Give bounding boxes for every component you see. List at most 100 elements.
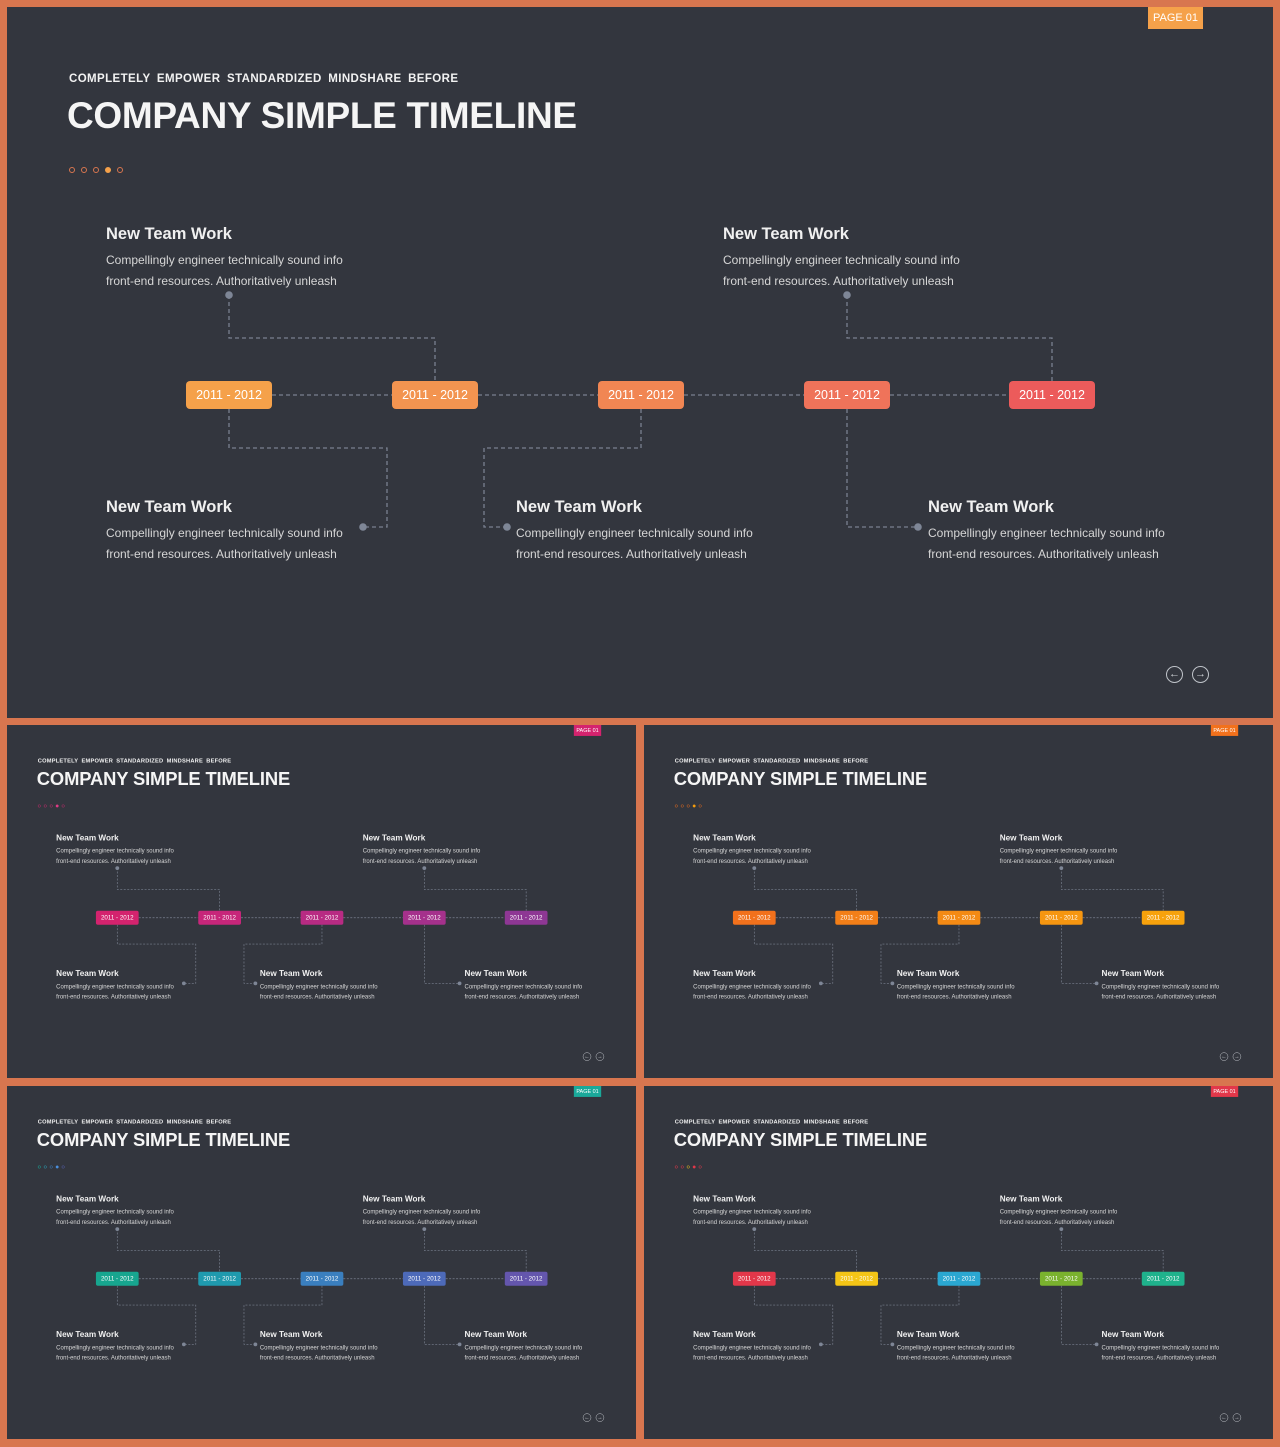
arrow-left-circle-icon[interactable]: ← <box>582 1413 592 1422</box>
year-pill: 2011 - 2012 <box>198 1271 241 1286</box>
slide-subtitle: COMPLETELY EMPOWER STANDARDIZED MINDSHAR… <box>69 73 459 85</box>
slide-thumbnail-teal[interactable]: PAGE 01 COMPLETELY EMPOWER STANDARDIZED … <box>7 1086 636 1439</box>
connector-dot <box>818 981 823 986</box>
entry-description: Compellingly engineer technically sound … <box>1101 982 1220 1001</box>
dot <box>37 804 41 808</box>
connector-path <box>1060 868 1164 911</box>
timeline-entry: New Team Work Compellingly engineer techn… <box>693 969 822 1002</box>
entry-heading: New Team Work <box>1101 1329 1165 1339</box>
arrow-right-circle-icon[interactable]: → <box>1232 1413 1242 1422</box>
page-badge: PAGE 01 <box>573 725 602 736</box>
arrow-left-circle-icon[interactable]: ← <box>1219 1052 1229 1061</box>
entry-heading: New Team Work <box>723 225 849 243</box>
arrow-right-circle-icon[interactable]: → <box>595 1052 605 1061</box>
dot <box>686 1165 690 1169</box>
timeline-entry: New Team Work Compellingly engineer techn… <box>465 969 594 1002</box>
arrow-right-circle-icon[interactable]: → <box>1192 666 1209 683</box>
entry-heading: New Team Work <box>56 833 119 843</box>
connector-path <box>228 409 388 528</box>
connector-path <box>1060 924 1097 984</box>
arrow-left-circle-icon[interactable]: ← <box>582 1052 592 1061</box>
slide-thumbnail-multicolor[interactable]: PAGE 01 COMPLETELY EMPOWER STANDARDIZED … <box>644 1086 1273 1439</box>
arrow-left-circle-icon[interactable]: ← <box>1166 666 1183 683</box>
entry-heading: New Team Work <box>464 1329 528 1339</box>
timeline-entry: New Team Work Compellingly engineer techn… <box>363 833 492 866</box>
connector-path <box>116 868 220 911</box>
connector-dot <box>890 981 895 986</box>
arrow-left-circle-icon[interactable]: ← <box>1219 1413 1229 1422</box>
dot <box>698 804 702 808</box>
entry-description: Compellingly engineer technically sound … <box>928 526 1165 561</box>
year-pill: 2011 - 2012 <box>392 381 478 409</box>
entry-heading: New Team Work <box>516 498 642 516</box>
connector-path <box>846 295 1053 381</box>
connector-dot <box>253 981 258 986</box>
entry-heading: New Team Work <box>999 1194 1063 1204</box>
timeline-connectors <box>225 291 1053 531</box>
dot <box>37 1165 41 1169</box>
connector-path <box>116 924 197 984</box>
entry-description: Compellingly engineer technically sound … <box>106 526 343 561</box>
connector-path <box>228 295 436 381</box>
connector-dot <box>115 866 120 870</box>
entry-heading: New Team Work <box>56 968 119 978</box>
timeline-entry: New Team Work Compellingly engineer techn… <box>693 833 822 866</box>
connector-dot <box>752 866 757 870</box>
entry-heading: New Team Work <box>693 968 756 978</box>
dot <box>692 804 696 808</box>
slide-main: PAGE 01 COMPLETELY EMPOWER STANDARDIZED … <box>7 7 1273 718</box>
year-pill: 2011 - 2012 <box>402 1271 446 1286</box>
connector-dot <box>115 1227 120 1231</box>
entry-heading: New Team Work <box>56 1194 119 1204</box>
arrow-right-circle-icon[interactable]: → <box>595 1413 605 1422</box>
dot <box>93 167 99 173</box>
timeline-entry: New Team Work Compellingly engineer techn… <box>56 1330 185 1363</box>
entry-description: Compellingly engineer technically sound … <box>259 1343 378 1362</box>
connector-path <box>1060 1285 1097 1345</box>
slide-title: COMPANY SIMPLE TIMELINE <box>673 768 928 790</box>
dot <box>55 804 59 808</box>
connector-path <box>753 1285 834 1345</box>
timeline-connectors <box>115 1227 527 1347</box>
year-pill: 2011 - 2012 <box>937 910 981 925</box>
entry-heading: New Team Work <box>693 1194 756 1204</box>
connector-dot <box>457 1342 462 1347</box>
year-pill: 2011 - 2012 <box>598 381 684 409</box>
entry-heading: New Team Work <box>56 1329 119 1339</box>
page-badge: PAGE 01 <box>573 1086 602 1097</box>
slide-subtitle: COMPLETELY EMPOWER STANDARDIZED MINDSHAR… <box>37 1118 232 1125</box>
timeline-entry: New Team Work Compellingly engineer techn… <box>106 225 366 292</box>
timeline-entry: New Team Work Compellingly engineer techn… <box>1102 969 1231 1002</box>
timeline-entry: New Team Work Compellingly engineer techn… <box>363 1194 492 1227</box>
year-pill: 2011 - 2012 <box>1141 910 1185 925</box>
connector-path <box>116 1229 220 1272</box>
entry-description: Compellingly engineer technically sound … <box>56 1343 174 1362</box>
timeline-entry: New Team Work Compellingly engineer techn… <box>260 969 389 1002</box>
timeline-entry: New Team Work Compellingly engineer techn… <box>56 1194 185 1227</box>
slide-thumbnail-pink[interactable]: PAGE 01 COMPLETELY EMPOWER STANDARDIZED … <box>7 725 636 1078</box>
connector-path <box>116 1285 197 1345</box>
arrow-right-circle-icon[interactable]: → <box>1232 1052 1242 1061</box>
dot <box>69 167 75 173</box>
slide-thumbnail-orange[interactable]: PAGE 01 COMPLETELY EMPOWER STANDARDIZED … <box>644 725 1273 1078</box>
connector-dot <box>843 291 851 299</box>
slide-title: COMPANY SIMPLE TIMELINE <box>67 95 577 136</box>
connector-path <box>1060 1229 1164 1272</box>
dot <box>680 804 684 808</box>
entry-description: Compellingly engineer technically sound … <box>896 1343 1015 1362</box>
entry-description: Compellingly engineer technically sound … <box>464 1343 583 1362</box>
entry-heading: New Team Work <box>693 833 756 843</box>
page-badge: PAGE 01 <box>1210 725 1239 736</box>
entry-description: Compellingly engineer technically sound … <box>693 847 811 865</box>
timeline-connectors <box>752 866 1164 986</box>
dot <box>49 1165 53 1169</box>
dot <box>692 1165 696 1169</box>
connector-dot <box>181 981 186 986</box>
entry-description: Compellingly engineer technically sound … <box>464 982 583 1001</box>
connector-path <box>753 868 857 911</box>
connector-dot <box>818 1342 823 1347</box>
year-pill: 2011 - 2012 <box>732 1271 776 1286</box>
timeline-entry: New Team Work Compellingly engineer techn… <box>897 1330 1026 1363</box>
connector-path <box>753 924 834 984</box>
dot <box>43 1165 47 1169</box>
